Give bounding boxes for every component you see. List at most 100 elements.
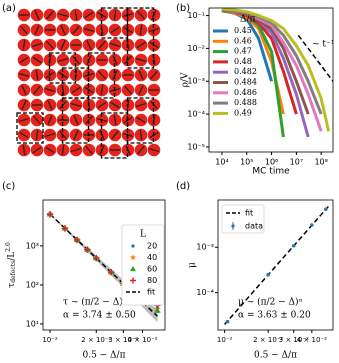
y-axis-label-part: /L <box>7 252 17 261</box>
y-tick-label: 10¹ <box>26 319 39 328</box>
annotation: ∼ t⁻¹ <box>312 40 334 50</box>
panel-label: (c) <box>2 181 15 192</box>
domain-box <box>87 52 116 99</box>
spin-arrow <box>74 9 78 21</box>
legend-label: 0.47 <box>234 47 252 56</box>
legend-label: 0.49 <box>234 108 252 117</box>
legend-swatch <box>129 254 137 261</box>
data-point <box>266 272 270 277</box>
x-tick-label: 4 × 10⁻² <box>297 336 327 344</box>
y-axis-label-part: defects <box>10 261 17 283</box>
spin-arrow <box>45 146 55 154</box>
spin-arrow <box>21 85 27 95</box>
spin-arrow <box>22 144 26 156</box>
data-point <box>324 207 328 211</box>
spin-arrow <box>19 117 29 123</box>
spin-arrow <box>98 70 106 80</box>
spin-arrow <box>21 100 27 110</box>
x-tick-label: 10⁴ <box>215 158 228 167</box>
plot-frame <box>217 199 334 331</box>
spin-arrow <box>136 41 146 49</box>
annotation: τ ∼ (π/2 − Δ)⁻ᵅ <box>63 297 131 308</box>
spin-arrow <box>35 69 39 81</box>
spin-arrow <box>47 100 53 110</box>
spin-arrow <box>46 10 54 20</box>
y-axis-label: τdefects/L2.0 <box>5 242 17 288</box>
data-point <box>154 307 161 313</box>
x-axis-label: 0.5 − Δ/π <box>82 351 125 361</box>
legend-label: 20 <box>147 242 157 251</box>
spin-arrow <box>86 40 92 50</box>
spin-arrow <box>138 85 144 95</box>
spin-arrow <box>20 25 28 35</box>
spin-arrow <box>71 147 81 153</box>
spin-arrow <box>137 10 145 20</box>
y-axis-label: μ <box>188 262 198 268</box>
legend-label: 0.484 <box>234 78 257 87</box>
spin-arrow <box>138 70 144 80</box>
data-line <box>221 8 331 132</box>
data-point <box>291 243 296 248</box>
plot-frame <box>42 199 166 331</box>
spin-arrow <box>32 56 42 64</box>
y-axis-label-part: 2.0 <box>5 242 12 252</box>
legend-label: 60 <box>147 265 157 274</box>
spin-arrow <box>71 103 81 107</box>
spin-arrow <box>58 13 68 17</box>
x-tick-label: 10⁵ <box>240 158 253 167</box>
annotation: μ ∼ (π/2 − Δ)ᵅ <box>238 297 303 308</box>
spin-arrow <box>139 24 143 36</box>
plot-area <box>221 8 333 138</box>
spin-lattice <box>16 7 161 159</box>
legend-title: L <box>140 230 146 240</box>
spin-arrow <box>33 115 41 125</box>
domain-box <box>61 97 90 144</box>
data-point <box>84 246 91 253</box>
panel-label: (d) <box>176 181 190 192</box>
spin-arrow <box>32 42 42 48</box>
spin-arrow <box>113 9 117 21</box>
spin-arrow <box>34 10 40 20</box>
spin-arrow <box>35 129 39 141</box>
data-point <box>46 211 54 218</box>
x-tick-label: 10⁻² <box>42 336 58 344</box>
spin-arrow <box>22 39 26 51</box>
y-axis-label: ρ/V <box>181 72 191 87</box>
spin-arrow <box>60 40 66 50</box>
x-tick-label: 3 × 10⁻² <box>108 336 138 344</box>
spin-arrow <box>149 148 159 152</box>
annotation: α = 3.63 ± 0.20 <box>238 311 311 321</box>
spin-arrow <box>34 25 40 35</box>
spin-arrow <box>72 25 80 35</box>
domain-box <box>126 7 155 69</box>
legend-label: 0.46 <box>234 36 252 45</box>
legend-label: fit <box>147 288 155 297</box>
legend-title: Δ/π <box>240 15 256 25</box>
x-tick-label: 4 × 10⁻² <box>127 336 157 344</box>
data-point <box>225 319 230 324</box>
y-tick-label: 10⁻¹ <box>187 11 205 20</box>
x-tick-label: 10⁸ <box>314 158 327 167</box>
spin-arrow <box>33 85 41 95</box>
y-tick-label: 10² <box>26 280 39 289</box>
spin-arrow <box>19 73 29 77</box>
y-axis-label-part: τ <box>7 283 17 288</box>
legend-swatch <box>231 224 235 228</box>
domain-box <box>16 112 44 144</box>
spin-arrow <box>71 86 81 94</box>
spin-arrow <box>45 88 55 92</box>
data-point <box>73 236 81 244</box>
spin-arrow <box>98 40 106 50</box>
x-tick-label: 2 × 10⁻² <box>253 336 283 344</box>
spin-arrow <box>137 145 145 155</box>
spin-arrow <box>84 28 94 32</box>
legend-label: fit <box>245 209 253 218</box>
spin-arrow <box>61 144 65 156</box>
domain-box <box>126 97 155 144</box>
legend-label: data <box>245 222 263 231</box>
spin-arrow <box>19 131 29 139</box>
spin-arrow <box>136 58 146 62</box>
spin-arrow <box>110 101 120 109</box>
data-point <box>310 223 314 227</box>
